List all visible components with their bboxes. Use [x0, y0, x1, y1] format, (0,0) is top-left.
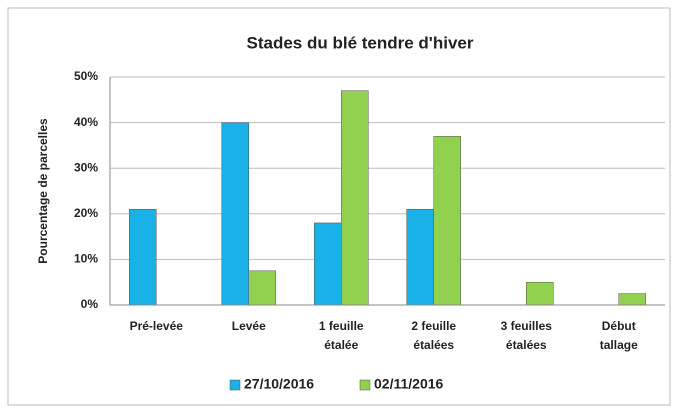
y-tick-label: 40%: [74, 115, 98, 129]
y-tick-label: 30%: [74, 160, 98, 174]
y-tick-label: 50%: [74, 69, 98, 83]
legend-label: 02/11/2016: [374, 376, 444, 392]
chart-border: [7, 7, 671, 406]
bar: [618, 293, 646, 306]
bar: [406, 208, 434, 306]
x-tick-label: Pré-levée: [129, 319, 183, 333]
legend-swatch: [229, 379, 241, 391]
x-tick-label: Levée: [231, 319, 266, 333]
y-tick-label: 10%: [74, 252, 98, 266]
bar: [221, 122, 249, 306]
bar: [314, 222, 342, 306]
y-axis-label: Pourcentage de parcelles: [36, 118, 50, 264]
x-tick-label: 3 feuilles étalées: [500, 319, 552, 352]
bar: [129, 208, 157, 306]
legend-label: 27/10/2016: [244, 376, 314, 392]
x-tick-label: 1 feuille étalée: [318, 319, 364, 352]
bar: [248, 270, 276, 306]
bar: [526, 281, 554, 306]
chart-title: Stades du blé tendre d'hiver: [247, 33, 474, 52]
x-tick-label: Début tallage: [599, 319, 638, 352]
y-tick-label: 20%: [74, 206, 98, 220]
bar: [341, 90, 369, 306]
y-tick-label: 0%: [81, 297, 99, 311]
bar: [433, 136, 461, 306]
legend-swatch: [359, 379, 371, 391]
x-tick-label: 2 feuille étalées: [411, 319, 457, 352]
